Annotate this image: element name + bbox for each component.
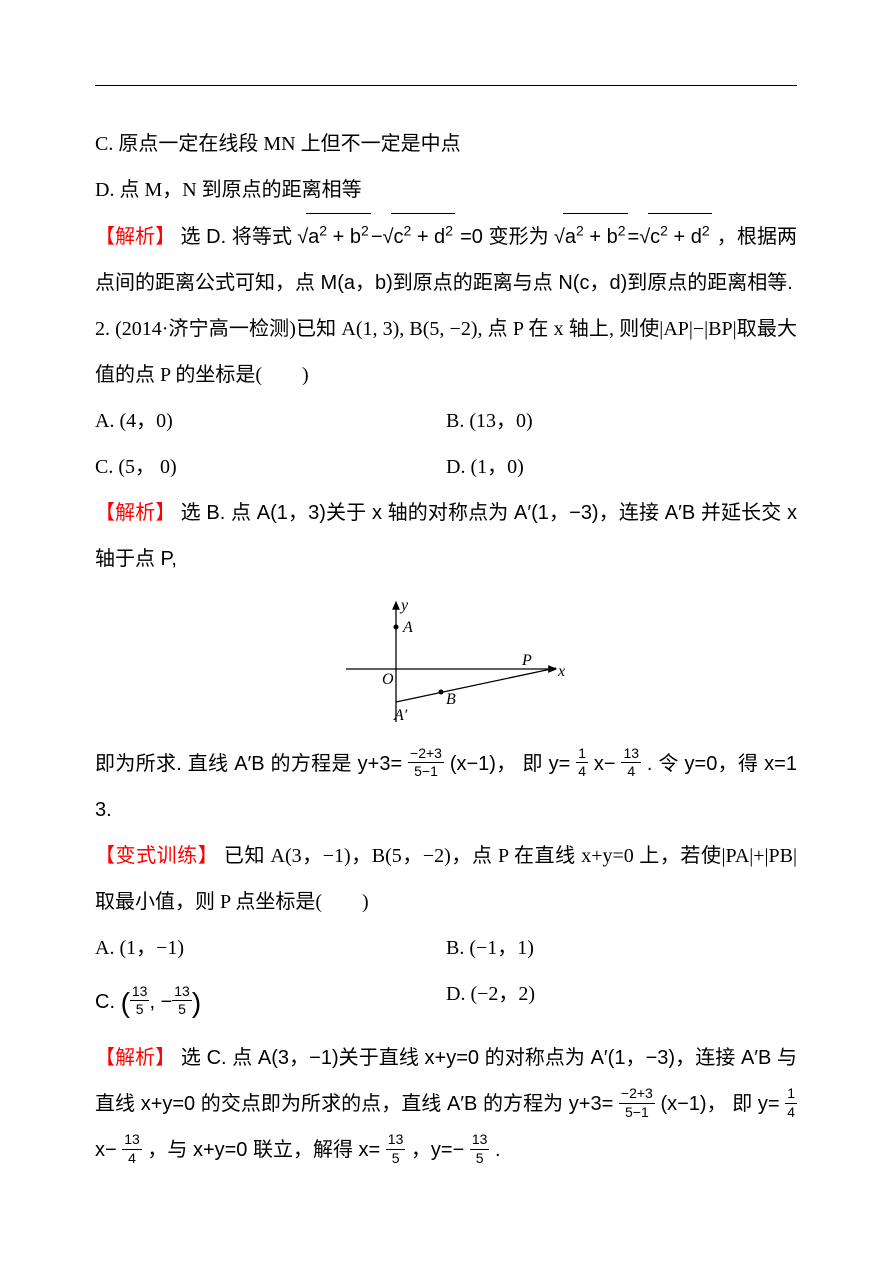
svg-text:y: y bbox=[399, 597, 409, 614]
svg-text:x: x bbox=[557, 663, 565, 680]
q3-a: A. (1，−1) bbox=[95, 925, 446, 971]
q2-b: B. (13，0) bbox=[446, 398, 797, 444]
svg-text:O: O bbox=[382, 671, 394, 688]
sol3-m2: x− bbox=[95, 1139, 117, 1161]
svg-text:A′: A′ bbox=[393, 707, 408, 724]
solution-1: 【解析】 选 D. 将等式 √a2 + b2−√c2 + d2 =0 变形为 √… bbox=[95, 213, 797, 306]
svg-text:B: B bbox=[446, 691, 456, 708]
q2-row1: A. (4，0) B. (13，0) bbox=[95, 398, 797, 444]
q2-stem: 2. (2014·济宁高一检测)已知 A(1, 3), B(5, −2), 点 … bbox=[95, 306, 797, 398]
sol3-f1: −2+35−1 bbox=[619, 1086, 655, 1120]
q2-a: A. (4，0) bbox=[95, 398, 446, 444]
q3-c: C. (135, −135) bbox=[95, 971, 446, 1035]
q3c-f1: 135 bbox=[130, 984, 150, 1018]
sol1-mid: =0 变形为 bbox=[460, 226, 549, 248]
sol3-f5: 135 bbox=[470, 1132, 490, 1166]
jiexi-label-3: 【解析】 bbox=[95, 1047, 175, 1069]
sol2b-m1: (x−1)， 即 y= bbox=[450, 753, 571, 775]
q2-c: C. (5， 0) bbox=[95, 444, 446, 490]
figure-coordinate: y x O A A′ B P bbox=[95, 592, 797, 736]
sol3-f4: 135 bbox=[386, 1132, 406, 1166]
sol3-end: . bbox=[495, 1139, 501, 1161]
top-rule bbox=[95, 85, 797, 86]
svg-text:A: A bbox=[402, 619, 413, 636]
sol3-m1: (x−1)， 即 y= bbox=[660, 1093, 779, 1115]
q2-row2: C. (5， 0) D. (1，0) bbox=[95, 444, 797, 490]
sol2b-f3: 134 bbox=[621, 746, 641, 780]
sol3-f2: 14 bbox=[785, 1086, 797, 1120]
choice-d: D. 点 M，N 到原点的距离相等 bbox=[95, 167, 797, 213]
sol3-m3: ，与 x+y=0 联立，解得 x= bbox=[147, 1139, 380, 1161]
choice-c: C. 原点一定在线段 MN 上但不一定是中点 bbox=[95, 121, 797, 167]
solution-3: 【解析】 选 C. 点 A(3，−1)关于直线 x+y=0 的对称点为 A′(1… bbox=[95, 1035, 797, 1173]
q2-d: D. (1，0) bbox=[446, 444, 797, 490]
sol2b-pre: 即为所求. 直线 A′B 的方程是 y+3= bbox=[95, 753, 402, 775]
bianshi-label: 【变式训练】 bbox=[95, 845, 218, 867]
sol3-m4: ，y=− bbox=[411, 1139, 464, 1161]
q3-d: D. (−2，2) bbox=[446, 971, 797, 1035]
sol2b-m2: x− bbox=[594, 753, 616, 775]
sol2b-f1: −2+35−1 bbox=[408, 746, 444, 780]
sol2a-text: 选 B. 点 A(1，3)关于 x 轴的对称点为 A′(1，−3)，连接 A′B… bbox=[95, 502, 797, 570]
solution-2b: 即为所求. 直线 A′B 的方程是 y+3= −2+35−1 (x−1)， 即 … bbox=[95, 741, 797, 833]
jiexi-label-2: 【解析】 bbox=[95, 502, 175, 524]
sol1-part1: 选 D. 将等式 bbox=[180, 226, 292, 248]
q3-b: B. (−1，1) bbox=[446, 925, 797, 971]
q3c-pre: C. bbox=[95, 991, 121, 1013]
q3c-mid: , − bbox=[149, 991, 172, 1013]
jiexi-label: 【解析】 bbox=[95, 226, 175, 248]
q3-row1: A. (1，−1) B. (−1，1) bbox=[95, 925, 797, 971]
solution-2a: 【解析】 选 B. 点 A(1，3)关于 x 轴的对称点为 A′(1，−3)，连… bbox=[95, 490, 797, 582]
q3c-f2: 135 bbox=[172, 984, 192, 1018]
svg-text:P: P bbox=[521, 652, 532, 669]
q3-stem: 【变式训练】 已知 A(3，−1)，B(5，−2)，点 P 在直线 x+y=0 … bbox=[95, 833, 797, 925]
q3-row2: C. (135, −135) D. (−2，2) bbox=[95, 971, 797, 1035]
sol2b-f2: 14 bbox=[576, 746, 588, 780]
sol3-f3: 134 bbox=[122, 1132, 142, 1166]
coord-svg: y x O A A′ B P bbox=[316, 592, 576, 732]
sol1-eq2: √a2 + b2=√c2 + d2 bbox=[554, 226, 712, 248]
sol1-eq1: √a2 + b2−√c2 + d2 bbox=[297, 226, 455, 248]
